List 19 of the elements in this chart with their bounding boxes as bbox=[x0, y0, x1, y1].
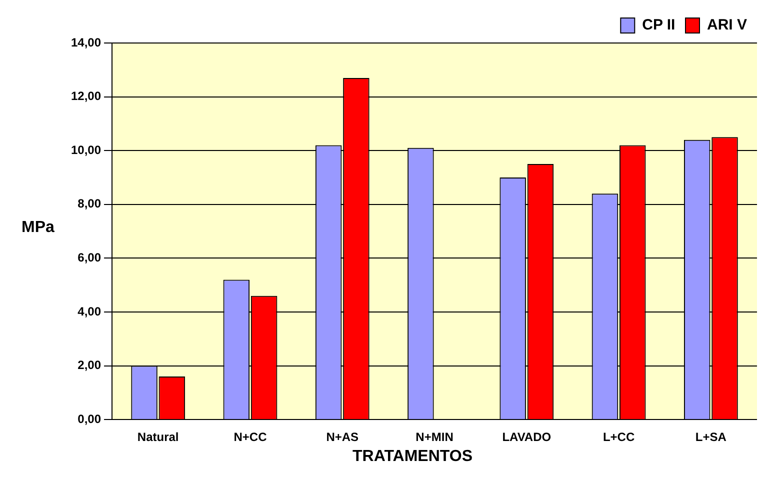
x-tick-label: N+AS bbox=[326, 430, 359, 444]
x-axis-title: TRATAMENTOS bbox=[352, 448, 474, 466]
y-axis-title: MPa bbox=[20, 219, 56, 237]
legend-label: CP II bbox=[642, 16, 676, 34]
y-tick-label: 0,00 bbox=[78, 412, 102, 426]
x-tick-label: L+CC bbox=[602, 430, 635, 444]
x-tick-label: N+CC bbox=[234, 430, 268, 444]
legend-label: ARI V bbox=[706, 16, 748, 34]
x-tick-label: Natural bbox=[137, 430, 179, 444]
y-tick-label: 8,00 bbox=[78, 196, 102, 211]
y-tick-label: 4,00 bbox=[78, 304, 102, 318]
x-tick-label: N+MIN bbox=[416, 430, 454, 444]
y-tick-label: 10,00 bbox=[71, 142, 102, 157]
y-tick-label: 6,00 bbox=[78, 250, 102, 265]
y-tick-label: 12,00 bbox=[71, 89, 102, 104]
x-tick-label: LAVADO bbox=[502, 430, 552, 444]
y-tick-label: 2,00 bbox=[78, 358, 102, 372]
x-tick-label: L+SA bbox=[695, 430, 727, 444]
y-tick-label: 14,00 bbox=[71, 35, 102, 50]
